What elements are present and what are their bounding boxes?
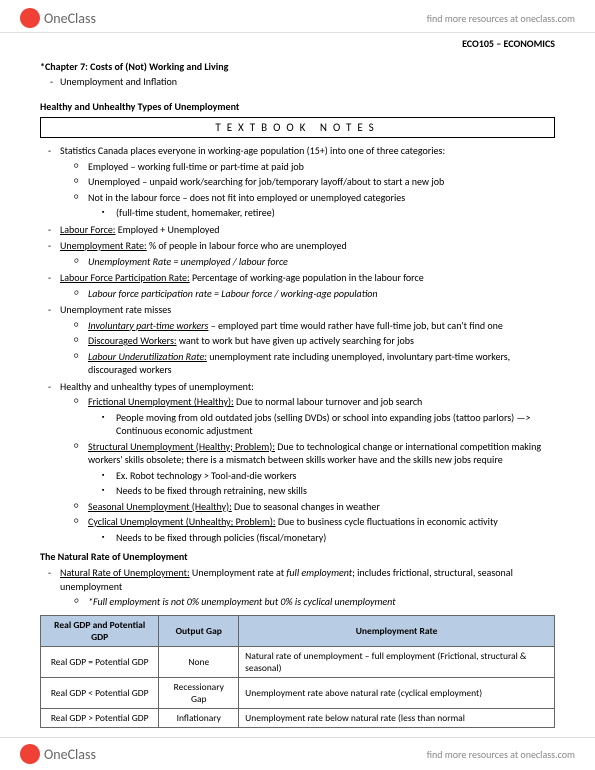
category-not-in-lf: Not in the labour force – does not fit i… [88, 191, 555, 220]
labour-force-def: Labour Force: Employed + Unemployed [60, 223, 555, 237]
underutilization-rate: Labour Underutilization Rate: unemployme… [88, 350, 555, 377]
unemployment-rate-formula: Unemployment Rate = unemployed / labour … [88, 255, 555, 269]
cyclical: Cyclical Unemployment (Unhealthy; Proble… [88, 515, 555, 544]
involuntary-pt: Involuntary part-time workers – employed… [88, 319, 555, 333]
stats-intro: Statistics Canada places everyone in wor… [60, 144, 555, 220]
rate-misses: Unemployment rate misses Involuntary par… [60, 303, 555, 377]
footer-brand-logo[interactable]: OneClass [20, 744, 96, 764]
table-row: Real GDP = Potential GDP None Natural ra… [41, 646, 555, 677]
category-employed: Employed – working full-time or part-tim… [88, 160, 555, 174]
logo-text: OneClass [44, 10, 96, 27]
th-output-gap: Output Gap [159, 615, 239, 646]
unemployment-types: Healthy and unhealthy types of unemploym… [60, 380, 555, 545]
not-in-lf-examples: (full-time student, homemaker, retiree) [116, 206, 555, 220]
natural-rate-def: Natural Rate of Unemployment: Unemployme… [60, 566, 555, 609]
footer-bar: OneClass find more resources at oneclass… [0, 737, 595, 770]
structural: Structural Unemployment (Healthy; Proble… [88, 440, 555, 498]
logo-icon [20, 744, 40, 764]
header-resources-link[interactable]: find more resources at oneclass.com [427, 12, 575, 25]
chapter-subtitle: Unemployment and Inflation [40, 75, 555, 88]
frictional-example: People moving from old outdated jobs (se… [116, 411, 555, 438]
footer-resources-link[interactable]: find more resources at oneclass.com [427, 748, 575, 761]
logo-icon [20, 8, 40, 28]
table-row: Real GDP > Potential GDP Inflationary Un… [41, 708, 555, 727]
section-heading-natural-rate: The Natural Rate of Unemployment [40, 550, 555, 563]
brand-logo[interactable]: OneClass [20, 8, 96, 28]
cyclical-fix: Needs to be fixed through policies (fisc… [116, 531, 555, 545]
structural-fix: Needs to be fixed through retraining, ne… [116, 484, 555, 498]
full-employment-note: *Full employment is not 0% unemployment … [88, 595, 555, 609]
seasonal: Seasonal Unemployment (Healthy): Due to … [88, 500, 555, 514]
course-code: ECO105 – ECONOMICS [0, 33, 595, 50]
textbook-notes-box: TEXTBOOK NOTES [40, 117, 555, 138]
th-unemployment-rate: Unemployment Rate [239, 615, 555, 646]
logo-text: OneClass [44, 746, 96, 763]
lfpr-def: Labour Force Participation Rate: Percent… [60, 271, 555, 300]
table-row: Real GDP < Potential GDP Recessionary Ga… [41, 677, 555, 708]
notes-list: Statistics Canada places everyone in wor… [40, 144, 555, 544]
unemployment-rate-def: Unemployment Rate: % of people in labour… [60, 239, 555, 268]
lfpr-formula: Labour force participation rate = Labour… [88, 287, 555, 301]
chapter-title: *Chapter 7: Costs of (Not) Working and L… [40, 60, 555, 73]
section-heading-types: Healthy and Unhealthy Types of Unemploym… [40, 100, 555, 113]
discouraged-workers: Discouraged Workers: want to work but ha… [88, 334, 555, 348]
document-content: *Chapter 7: Costs of (Not) Working and L… [0, 50, 595, 728]
th-gdp: Real GDP and Potential GDP [41, 615, 159, 646]
category-unemployed: Unemployed – unpaid work/searching for j… [88, 175, 555, 189]
header-bar: OneClass find more resources at oneclass… [0, 0, 595, 33]
frictional: Frictional Unemployment (Healthy): Due t… [88, 395, 555, 438]
structural-example: Ex. Robot technology > Tool-and-die work… [116, 469, 555, 483]
gdp-table: Real GDP and Potential GDP Output Gap Un… [40, 615, 555, 728]
